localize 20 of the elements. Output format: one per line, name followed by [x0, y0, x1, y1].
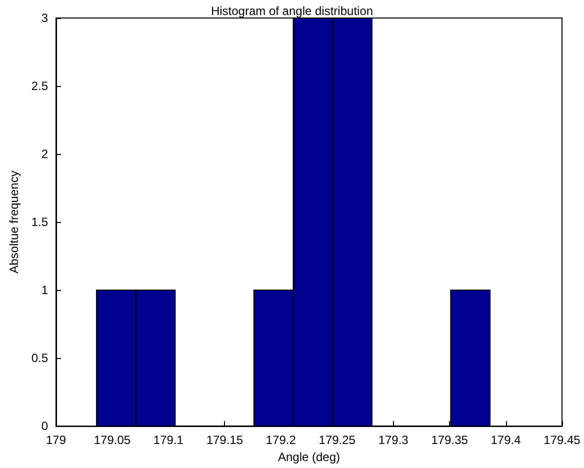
- x-tick-label: 179.45: [544, 433, 581, 448]
- x-tick-label: 179.1: [153, 433, 184, 448]
- y-axis-title: Absoltue frequency: [7, 170, 21, 274]
- y-tick-label: 3: [41, 11, 48, 25]
- y-tick-label: 0: [41, 419, 48, 434]
- x-tick-label: 179.35: [431, 433, 468, 448]
- y-tick-label: 0.5: [31, 351, 48, 366]
- x-tick-label: 179.15: [206, 433, 244, 448]
- x-tick-label: 179.2: [266, 433, 296, 448]
- x-tick-label: 179: [46, 433, 66, 448]
- y-tick-label: 1.5: [31, 215, 48, 230]
- x-tick-label: 179.05: [94, 433, 131, 448]
- chart-title: Histogram of angle distribution: [210, 4, 374, 18]
- y-tick-label: 2.5: [31, 79, 48, 94]
- x-tick-label: 179.4: [490, 433, 522, 448]
- x-tick-label: 179.25: [318, 433, 356, 448]
- y-tick-label: 2: [41, 147, 48, 162]
- x-tick-label: 179.3: [378, 433, 409, 448]
- y-tick-label: 1: [41, 283, 48, 298]
- x-axis-title: Angle (deg): [278, 450, 340, 464]
